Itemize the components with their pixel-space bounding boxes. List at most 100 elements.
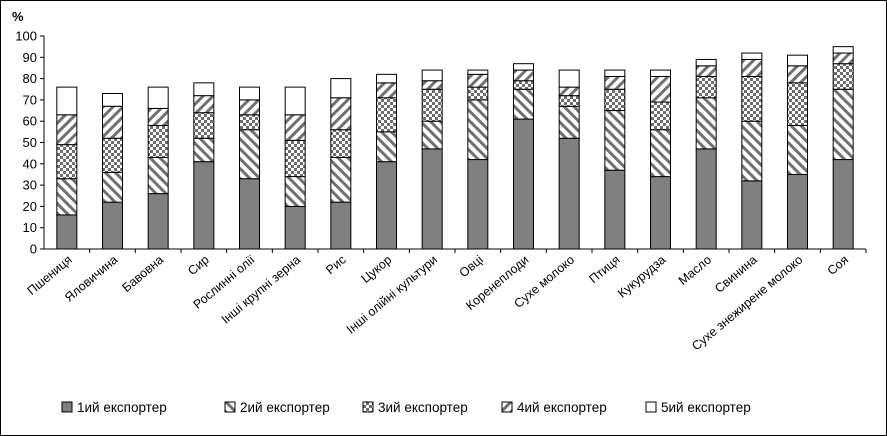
- bar-segment: [558, 69, 580, 88]
- legend: 1ий експортер 2ий експортер 3ий експортер 4…: [61, 400, 751, 415]
- y-tick-label: 60: [23, 114, 37, 129]
- bar-segment: [650, 69, 671, 77]
- bar-segment: [193, 112, 215, 139]
- bar-stack: [741, 52, 763, 250]
- legend-swatch: [501, 401, 513, 413]
- bar-segment: [193, 161, 215, 250]
- bar-stack: [147, 86, 169, 250]
- legend-swatch: [362, 401, 374, 413]
- x-category-label: Інші крупні зерна: [219, 253, 303, 327]
- bar-stack: [695, 58, 717, 250]
- x-category-label: Овці: [457, 253, 486, 281]
- legend-entry: 5ий експортер: [645, 400, 751, 415]
- bar-segment: [284, 114, 306, 141]
- bar-segment: [421, 80, 443, 90]
- bar-stack: [604, 69, 626, 250]
- bar-segment: [284, 176, 306, 207]
- bar-segment: [695, 58, 717, 67]
- bar-segment: [330, 201, 352, 250]
- x-category-label: Бавовна: [119, 253, 166, 295]
- y-tick-label: 70: [23, 92, 37, 107]
- bar-segment: [284, 139, 306, 178]
- bar-segment: [376, 97, 397, 133]
- bar-segment: [421, 120, 443, 150]
- bar-segment: [604, 69, 626, 77]
- y-tick-label: 0: [30, 242, 37, 257]
- bar-stack: [102, 93, 123, 250]
- bar-stack: [513, 63, 534, 250]
- y-tick-label: 20: [23, 199, 37, 214]
- bar-segment: [832, 159, 854, 250]
- bar-segment: [56, 144, 78, 180]
- bar-segment: [787, 54, 808, 67]
- bar-segment: [558, 105, 580, 139]
- bar-segment: [650, 75, 671, 103]
- bar-segment: [193, 137, 215, 163]
- bar-segment: [695, 97, 717, 150]
- bar-segment: [832, 52, 854, 65]
- bar-segment: [832, 88, 854, 161]
- bar-segment: [330, 156, 352, 203]
- bar-stack: [56, 86, 78, 250]
- bar-segment: [239, 129, 260, 180]
- x-category-label: Рис: [323, 253, 349, 278]
- bar-segment: [421, 88, 443, 122]
- bar-segment: [695, 75, 717, 99]
- bar-segment: [193, 82, 215, 97]
- bar-segment: [284, 205, 306, 250]
- bar-segment: [513, 69, 534, 82]
- y-tick-label: 80: [23, 71, 37, 86]
- bar-segment: [330, 97, 352, 131]
- x-category-label: Масло: [676, 253, 714, 288]
- legend-swatch: [61, 401, 73, 413]
- y-tick-label: 40: [23, 156, 37, 171]
- legend-label: 4ий експортер: [517, 400, 607, 415]
- bar-segment: [787, 82, 808, 126]
- bar-segment: [330, 78, 352, 99]
- bar-segment: [695, 148, 717, 250]
- x-category-label: Соя: [825, 253, 851, 278]
- bar-stack: [376, 73, 397, 250]
- bar-segment: [741, 58, 763, 77]
- bar-stack: [467, 69, 489, 250]
- legend-swatch: [224, 401, 236, 413]
- bar-segment: [421, 148, 443, 250]
- x-category-label: Птиця: [586, 253, 622, 287]
- bar-segment: [741, 52, 763, 60]
- bar-segment: [102, 201, 123, 250]
- bar-segment: [832, 63, 854, 90]
- bar-segment: [741, 180, 763, 250]
- y-unit-label: %: [12, 9, 24, 24]
- legend-entry: 4ий експортер: [501, 400, 607, 415]
- bar-segment: [56, 214, 78, 250]
- bar-segment: [239, 178, 260, 250]
- bar-stack: [421, 69, 443, 250]
- y-tick-label: 50: [23, 135, 37, 150]
- bar-segment: [239, 99, 260, 116]
- x-category-label: Цукор: [359, 253, 395, 286]
- y-tick-label: 30: [23, 178, 37, 193]
- bar-segment: [604, 169, 626, 250]
- bar-segment: [604, 110, 626, 171]
- bar-segment: [376, 161, 397, 250]
- bar-segment: [513, 80, 534, 90]
- legend-entry: 2ий експортер: [224, 400, 330, 415]
- bar-segment: [376, 131, 397, 163]
- legend-label: 2ий експортер: [240, 400, 330, 415]
- bar-segment: [56, 114, 78, 146]
- bar-segment: [467, 73, 489, 88]
- bars-group: [56, 46, 854, 250]
- bar-segment: [330, 129, 352, 158]
- legend-label: 1ий експортер: [77, 400, 167, 415]
- bar-segment: [56, 86, 78, 116]
- bar-segment: [376, 73, 397, 84]
- bar-segment: [650, 129, 671, 178]
- bar-segment: [558, 137, 580, 250]
- bar-segment: [193, 95, 215, 114]
- bar-segment: [421, 69, 443, 82]
- bar-stack: [239, 86, 260, 250]
- bar-segment: [102, 171, 123, 203]
- bar-segment: [467, 69, 489, 75]
- bar-stack: [558, 69, 580, 250]
